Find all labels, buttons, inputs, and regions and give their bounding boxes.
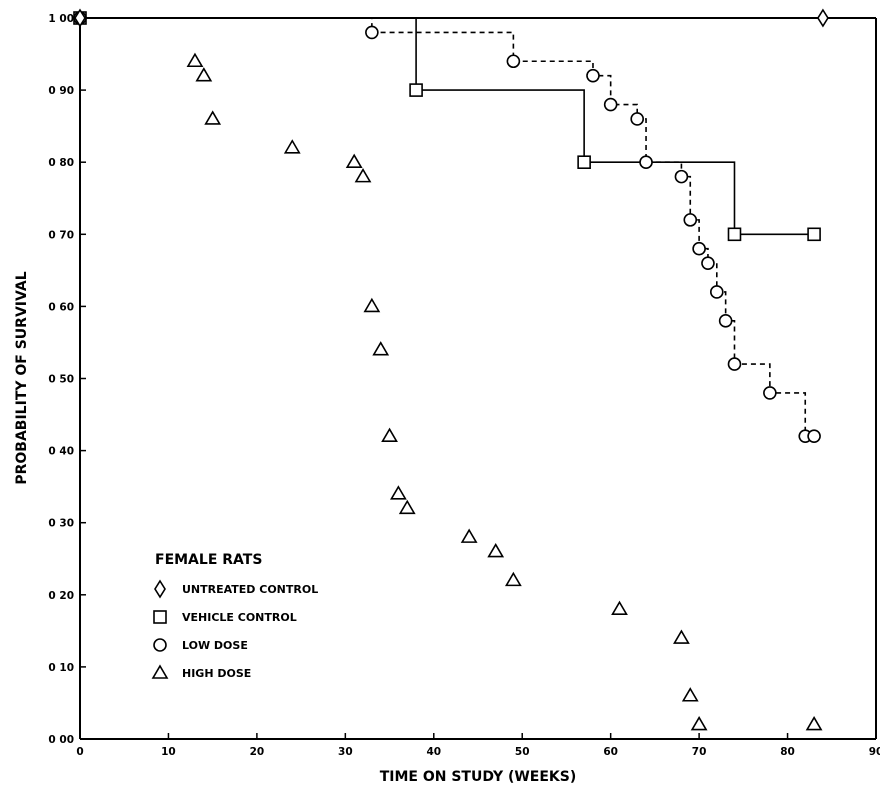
legend-label: LOW DOSE (182, 639, 248, 652)
data-point (709, 285, 724, 299)
legend-marker (151, 664, 169, 679)
data-point (381, 427, 398, 442)
data-point (690, 715, 708, 731)
data-point (204, 110, 222, 125)
y-tick-label: 1 00 (48, 13, 74, 25)
data-point (681, 687, 699, 702)
y-tick-label: 0 40 (48, 446, 74, 458)
y-tick-label: 0 00 (48, 734, 74, 746)
data-point (805, 715, 823, 731)
y-tick-label: 0 60 (48, 301, 74, 313)
series-high-dose (186, 52, 823, 731)
data-point (611, 600, 628, 616)
y-axis-ticks: 0 00 0 10 0 20 0 30 0 40 0 50 0 60 0 70 0 80 0 90… (48, 13, 86, 746)
y-tick-label: 0 30 (48, 518, 74, 530)
y-tick-label: 0 20 (48, 590, 74, 602)
data-point (701, 256, 715, 270)
legend-marker (153, 610, 167, 624)
x-tick-label: 80 (780, 746, 795, 758)
legend-items: UNTREATED CONTROL VEHICLE CONTROL LOW DOSE… (151, 579, 318, 680)
x-tick-label: 20 (250, 746, 265, 758)
data-point (460, 528, 478, 543)
x-tick-label: 30 (338, 746, 353, 758)
series-low-dose (80, 17, 821, 443)
data-point (504, 571, 522, 587)
data-point (195, 67, 213, 82)
y-tick-label: 0 70 (48, 229, 74, 241)
x-tick-label: 40 (426, 746, 441, 758)
legend-label: UNTREATED CONTROL (182, 583, 318, 596)
x-tick-label: 50 (515, 746, 530, 758)
legend-item: HIGH DOSE (151, 664, 251, 680)
data-point (487, 542, 505, 558)
data-point (365, 25, 379, 40)
legend-label: HIGH DOSE (182, 667, 251, 680)
legend-item: UNTREATED CONTROL (154, 579, 318, 599)
x-tick-label: 0 (76, 746, 83, 758)
legend: FEMALE RATS UNTREATED CONTROL VEHICLE CON… (151, 552, 318, 680)
data-point (409, 83, 423, 97)
y-tick-label: 0 50 (48, 374, 74, 386)
data-point (630, 112, 645, 126)
legend-item: LOW DOSE (153, 638, 248, 652)
data-point (586, 68, 600, 83)
data-point (390, 485, 407, 500)
series-line (80, 17, 815, 437)
data-point (683, 213, 698, 227)
legend-marker (153, 638, 167, 652)
legend-item: VEHICLE CONTROL (153, 610, 297, 624)
x-tick-label: 60 (603, 746, 618, 758)
y-tick-label: 0 90 (48, 85, 74, 97)
data-point (763, 386, 777, 400)
series-layer (73, 8, 829, 731)
data-point (363, 297, 381, 313)
data-point (506, 54, 521, 69)
plot-frame (79, 17, 877, 740)
series-line (80, 17, 815, 236)
data-point (74, 8, 86, 28)
data-point (692, 241, 706, 256)
x-tick-label: 10 (161, 746, 176, 758)
data-point (283, 139, 301, 154)
data-point (807, 429, 821, 443)
data-point (673, 629, 690, 644)
origin-marker-cluster (73, 8, 87, 28)
data-point (807, 227, 821, 242)
x-axis-ticks: 0 10 20 30 40 50 60 70 80 90 (76, 733, 880, 758)
y-tick-label: 0 10 (48, 662, 74, 674)
x-axis-title: TIME ON STUDY (WEEKS) (380, 769, 577, 785)
data-point (727, 227, 742, 242)
data-point (354, 168, 372, 183)
data-point (639, 155, 653, 169)
legend-marker (154, 579, 166, 599)
data-point (603, 97, 618, 112)
legend-title: FEMALE RATS (155, 552, 262, 568)
data-point (577, 155, 591, 169)
data-point (816, 8, 829, 28)
x-tick-label: 70 (692, 746, 707, 758)
data-point (186, 52, 204, 68)
data-point (398, 499, 416, 515)
y-tick-label: 0 80 (48, 157, 74, 169)
y-axis-title: PROBABILITY OF SURVIVAL (14, 271, 30, 484)
x-tick-label: 90 (869, 746, 880, 758)
legend-label: VEHICLE CONTROL (182, 611, 297, 624)
data-point (372, 341, 390, 356)
data-point (718, 314, 733, 328)
data-point (674, 169, 689, 184)
data-point (345, 153, 363, 168)
data-point (727, 357, 742, 371)
series-vehicle-control (80, 17, 821, 242)
